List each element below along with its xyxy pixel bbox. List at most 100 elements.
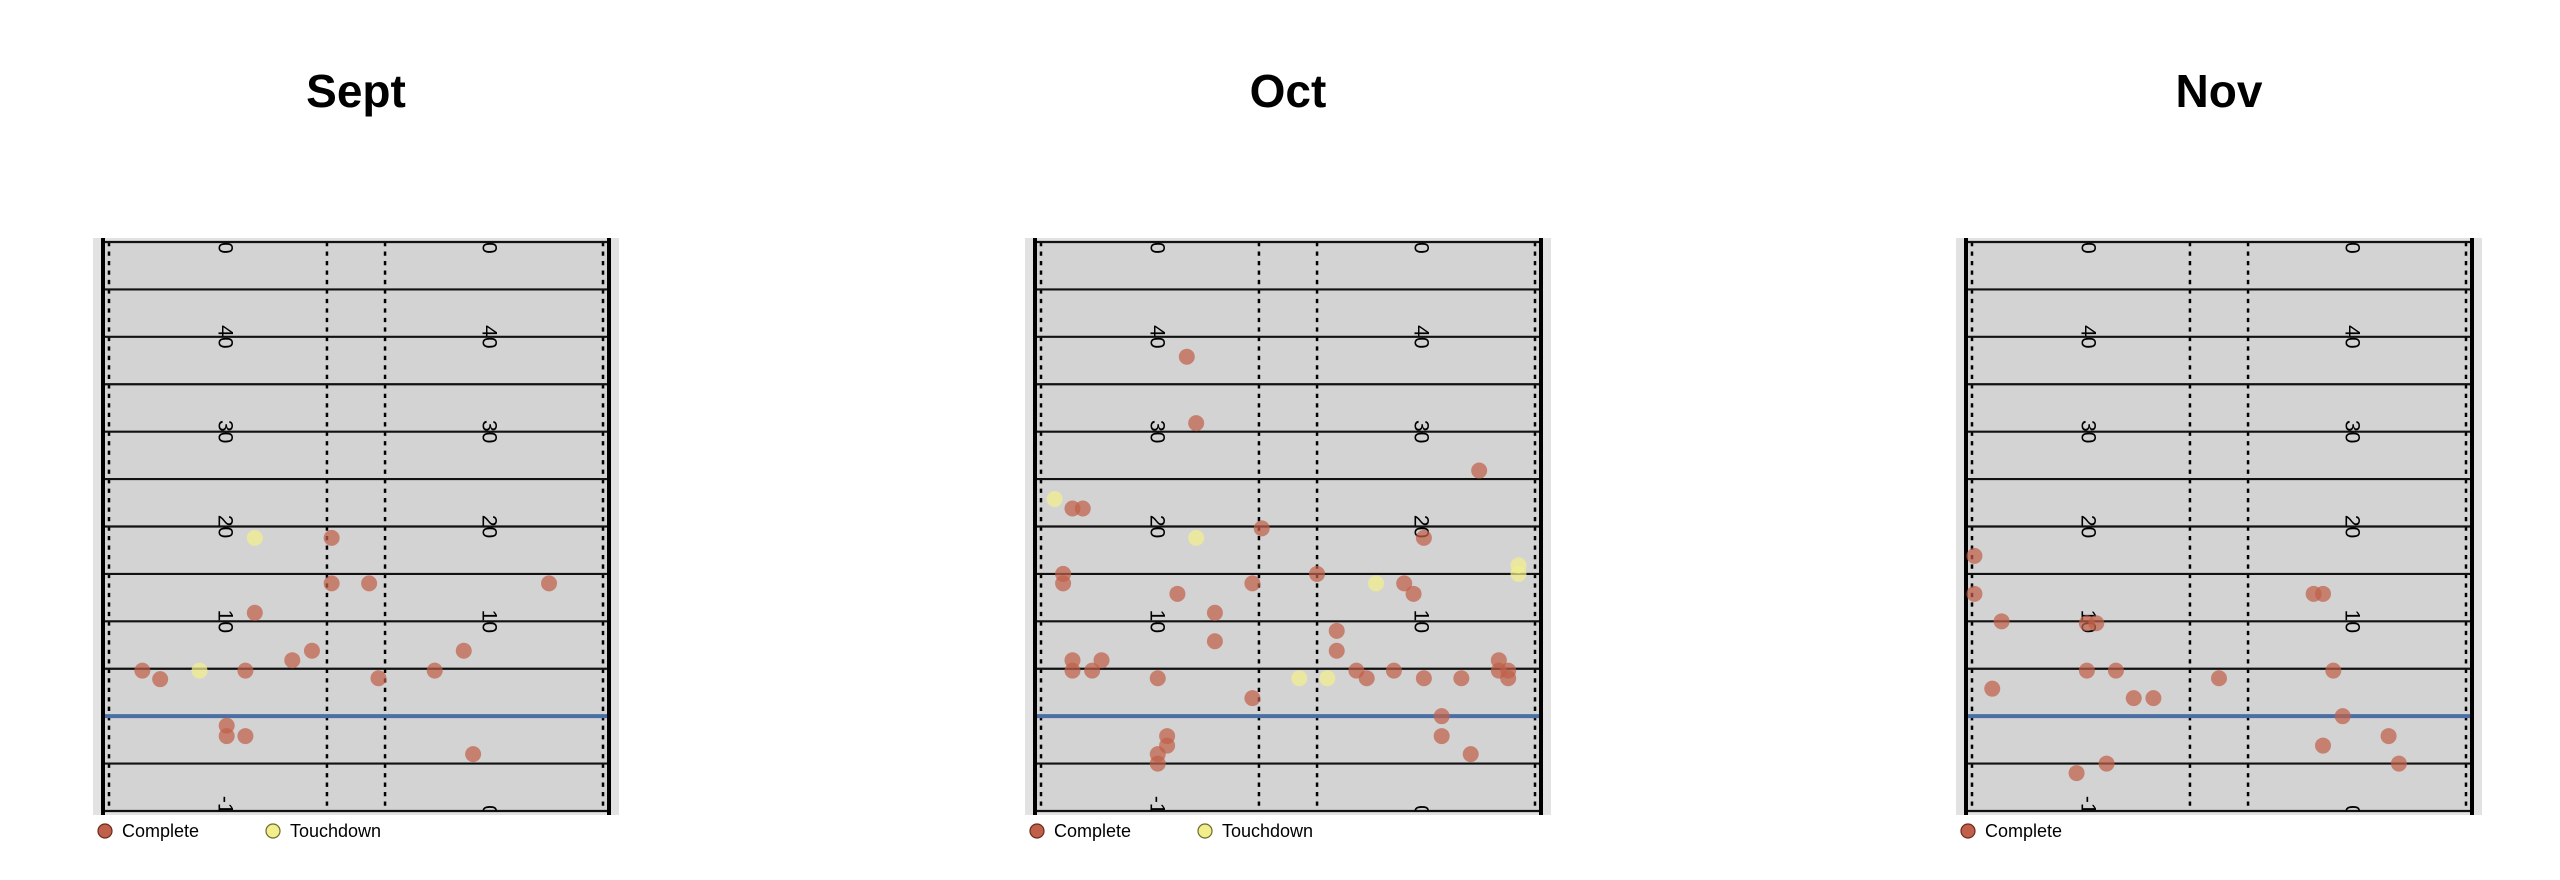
yard-number: 40 [2076,325,2099,348]
yard-number: 20 [2341,515,2364,538]
play-point [426,662,443,679]
legend-label: Complete [1054,821,1131,841]
yard-number: 30 [2076,420,2099,443]
play-point [2107,662,2124,679]
play-point [2078,662,2095,679]
play-point [1149,755,1166,772]
play-point [1396,575,1413,592]
yard-number: 10 [478,610,501,633]
yard-number: 0 [1410,805,1433,817]
yard-number: 20 [213,515,236,538]
play-point [1433,708,1450,725]
play-point [2098,755,2115,772]
play-point [1206,633,1223,650]
play-point [284,652,301,669]
play-point [1253,520,1270,537]
play-point [2315,585,2332,602]
play-point [1244,575,1261,592]
chart-panel: Sept 50 40 30 20 10 -10 50 40 30 20 10 0 Complete Touc… [93,65,619,841]
legend-marker [1029,823,1045,839]
yard-number: 20 [478,515,501,538]
play-point [218,728,235,745]
play-point [1188,415,1205,432]
play-point [1046,490,1063,507]
yard-number: -10 [1145,796,1168,826]
play-point [1169,585,1186,602]
play-point [1074,500,1091,517]
play-point [1319,670,1336,687]
play-point [1328,642,1345,659]
legend-label: Touchdown [1222,821,1313,841]
play-point [1309,565,1326,582]
yard-number: 40 [2341,325,2364,348]
yard-number: 50 [2341,230,2364,253]
play-point [2315,737,2332,754]
yard-number: 50 [1410,230,1433,253]
play-point [237,728,254,745]
play-point [134,662,151,679]
play-point [323,529,340,546]
play-point [1993,613,2010,630]
play-point [2211,670,2227,687]
yard-number: 50 [2076,230,2099,253]
chart-title: Sept [306,65,406,117]
play-point [1433,728,1450,745]
yard-number: 10 [213,610,236,633]
play-point [1385,662,1402,679]
legend-marker [1960,823,1976,839]
legend-label: Touchdown [290,821,381,841]
play-point [1510,565,1527,582]
play-point [1500,670,1517,687]
play-point [1453,670,1470,687]
yard-number: -10 [213,796,236,826]
play-point [1244,690,1261,707]
yard-number: 10 [1145,610,1168,633]
yard-number: 30 [213,420,236,443]
play-point [2325,662,2342,679]
play-point [1328,622,1345,639]
play-point [1149,670,1166,687]
yard-number: 50 [213,230,236,253]
play-point [2145,690,2162,707]
play-point [1188,529,1205,546]
play-point [1064,662,1081,679]
chart-title: Nov [2176,65,2263,117]
play-point [1415,670,1432,687]
yard-number: 40 [478,325,501,348]
play-point [1368,575,1385,592]
yard-number: 10 [1410,610,1433,633]
yard-number: 20 [1145,515,1168,538]
play-point [1055,575,1072,592]
play-point [246,604,263,621]
play-point [1291,670,1308,687]
yard-number: 40 [1410,325,1433,348]
yard-number: 10 [2341,610,2364,633]
chart-title: Oct [1250,65,1327,117]
play-point [191,662,208,679]
legend-marker [1197,823,1213,839]
play-point [2334,708,2351,725]
play-point [541,575,558,592]
play-point [1966,547,1983,564]
legend-marker [97,823,113,839]
play-point [361,575,378,592]
play-point [1358,670,1375,687]
play-point [1471,462,1488,479]
play-point [465,746,482,763]
play-point [246,529,263,546]
yard-number: 30 [1145,420,1168,443]
yard-number: 40 [1145,325,1168,348]
play-point [2380,728,2397,745]
play-point [303,642,320,659]
play-point [1984,680,2001,697]
play-point [1178,348,1195,365]
yard-number: 50 [1145,230,1168,253]
yard-number: 30 [1410,420,1433,443]
play-point [237,662,254,679]
play-point [2088,615,2105,632]
play-point [2125,690,2142,707]
play-point [1084,662,1101,679]
